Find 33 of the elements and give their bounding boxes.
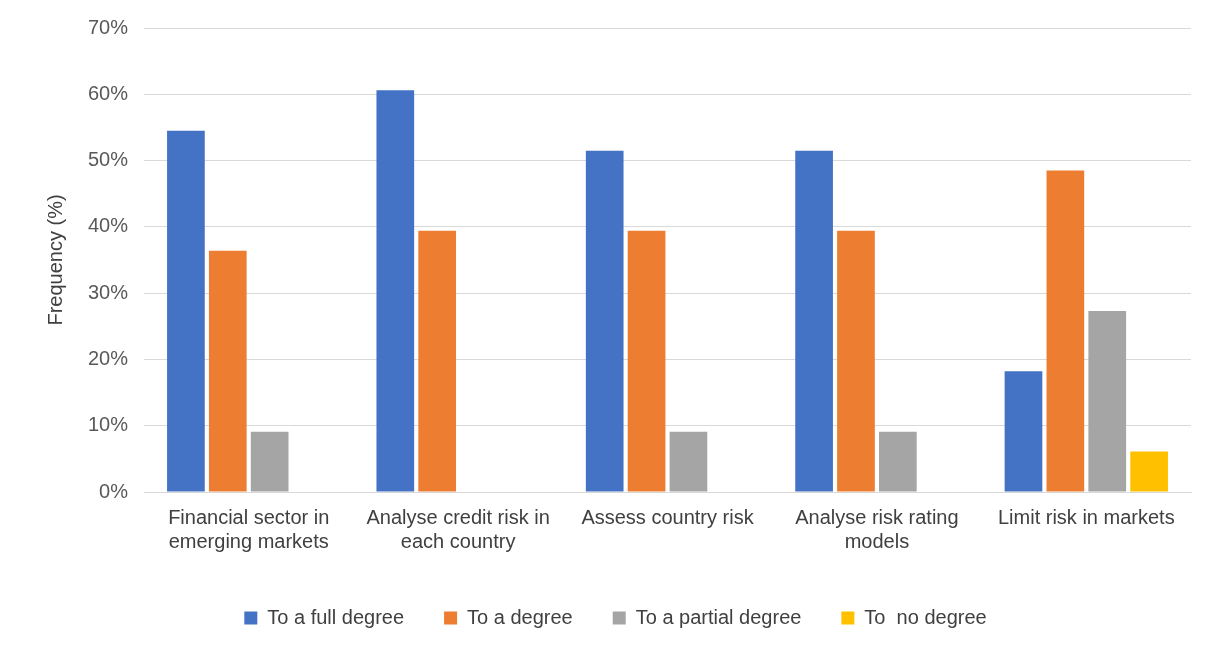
bar bbox=[795, 150, 833, 492]
y-axis-title: Frequency (%) bbox=[43, 194, 66, 326]
bar bbox=[418, 230, 457, 492]
x-tick-label: Assess country risk bbox=[581, 505, 755, 528]
legend-label: To no degree bbox=[864, 605, 987, 628]
bar bbox=[1130, 451, 1168, 492]
bar bbox=[208, 250, 247, 492]
x-tick-label: Analyse risk rating models bbox=[795, 505, 959, 552]
bar bbox=[167, 130, 205, 492]
legend-label: To a degree bbox=[467, 605, 573, 628]
y-tick-label: 0% bbox=[99, 479, 129, 502]
y-tick-label: 70% bbox=[88, 15, 129, 38]
bar bbox=[837, 230, 875, 492]
bar bbox=[627, 230, 666, 492]
y-tick-label: 10% bbox=[88, 413, 129, 436]
bar bbox=[1004, 371, 1043, 492]
y-tick-label: 20% bbox=[88, 346, 129, 369]
x-tick-label: Analyse credit risk in each country bbox=[366, 505, 550, 552]
y-tick-label: 50% bbox=[88, 148, 129, 171]
y-tick-label: 60% bbox=[88, 81, 129, 104]
legend-label: To a partial degree bbox=[635, 605, 802, 628]
y-tick-label: 30% bbox=[88, 280, 129, 303]
bar bbox=[585, 150, 624, 492]
bar bbox=[669, 431, 708, 492]
x-tick-label: Limit risk in markets bbox=[997, 505, 1175, 528]
bar bbox=[1046, 170, 1085, 492]
bar bbox=[376, 90, 415, 492]
x-tick-label: Financial sector in emerging markets bbox=[168, 505, 330, 552]
bar bbox=[250, 431, 289, 492]
legend-label: To a full degree bbox=[267, 605, 405, 628]
bar bbox=[879, 431, 917, 492]
bar bbox=[1088, 311, 1127, 492]
y-tick-label: 40% bbox=[88, 214, 129, 237]
